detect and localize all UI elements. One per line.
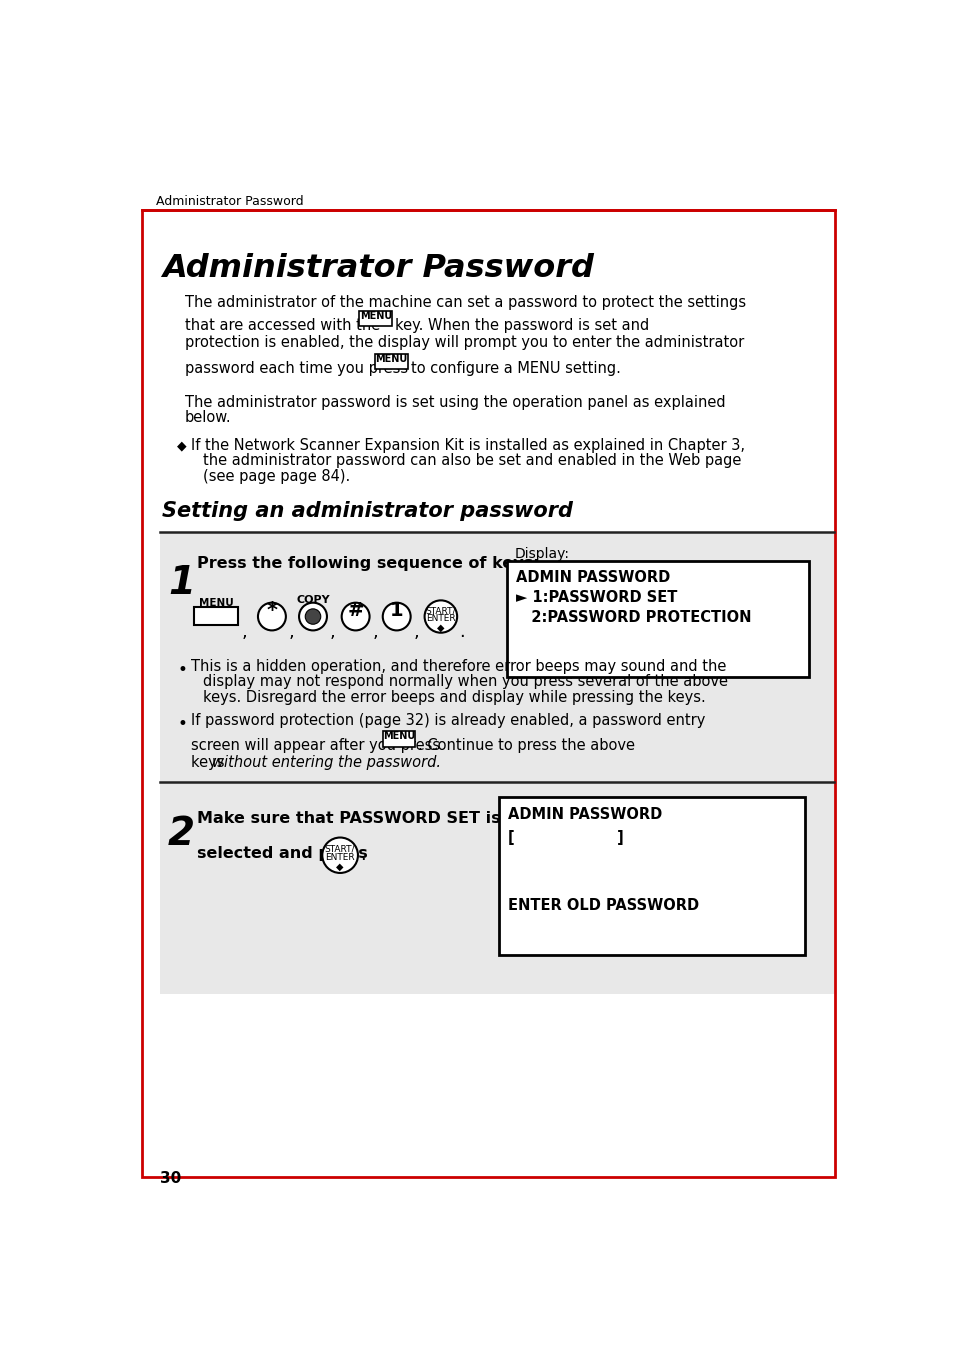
Bar [498, 798, 804, 956]
Text: selected and press: selected and press [196, 846, 367, 861]
Text: protection is enabled, the display will prompt you to enter the administrator: protection is enabled, the display will … [185, 335, 743, 350]
Text: 1: 1 [390, 600, 403, 619]
Text: ◆: ◆ [436, 623, 444, 633]
Text: display may not respond normally when you press several of the above: display may not respond normally when yo… [203, 675, 727, 690]
Text: that are accessed with the: that are accessed with the [185, 318, 380, 333]
Text: MENU: MENU [198, 598, 233, 608]
Text: screen will appear after you press: screen will appear after you press [192, 738, 440, 753]
Text: ► 1:PASSWORD SET: ► 1:PASSWORD SET [516, 591, 677, 606]
Text: •: • [177, 715, 187, 733]
Text: Administrator Password: Administrator Password [155, 195, 303, 208]
Text: ◆: ◆ [177, 439, 187, 453]
Circle shape [341, 603, 369, 630]
Text: 30: 30 [159, 1171, 181, 1186]
Text: ENTER: ENTER [325, 853, 355, 863]
Circle shape [257, 603, 286, 630]
Text: (see page page 84).: (see page page 84). [203, 469, 350, 484]
Text: ADMIN PASSWORD: ADMIN PASSWORD [508, 807, 661, 822]
Text: MENU: MENU [375, 354, 407, 364]
Text: *: * [266, 602, 277, 621]
Text: 1: 1 [168, 564, 194, 602]
Text: START/: START/ [425, 607, 456, 615]
Text: Make sure that PASSWORD SET is: Make sure that PASSWORD SET is [196, 811, 500, 826]
Text: If password protection (page 32) is already enabled, a password entry: If password protection (page 32) is alre… [192, 713, 705, 727]
Text: to configure a MENU setting.: to configure a MENU setting. [410, 361, 619, 376]
Text: ENTER: ENTER [426, 614, 456, 623]
Text: key. When the password is set and: key. When the password is set and [395, 318, 649, 333]
Text: Administrator Password: Administrator Password [162, 253, 593, 284]
Circle shape [382, 603, 410, 630]
Circle shape [424, 600, 456, 633]
Circle shape [298, 603, 327, 630]
Text: ,: , [373, 623, 378, 641]
Text: . Continue to press the above: . Continue to press the above [418, 738, 635, 753]
Text: ,: , [330, 623, 335, 641]
Text: .: . [459, 623, 465, 641]
Bar [375, 354, 407, 369]
Text: without entering the password.: without entering the password. [212, 756, 441, 771]
Text: keys. Disregard the error beeps and display while pressing the keys.: keys. Disregard the error beeps and disp… [203, 690, 705, 704]
Bar [194, 607, 237, 625]
Text: ADMIN PASSWORD: ADMIN PASSWORD [516, 571, 670, 585]
Bar [359, 311, 392, 326]
Text: below.: below. [185, 410, 232, 425]
Text: 2:PASSWORD PROTECTION: 2:PASSWORD PROTECTION [516, 610, 751, 625]
Text: 2: 2 [168, 815, 194, 853]
Text: If the Network Scanner Expansion Kit is installed as explained in Chapter 3,: If the Network Scanner Expansion Kit is … [192, 438, 744, 453]
Text: MENU: MENU [382, 731, 415, 741]
Text: MENU: MENU [359, 311, 392, 320]
Text: the administrator password can also be set and enabled in the Web page: the administrator password can also be s… [203, 453, 740, 468]
Text: COPY: COPY [295, 595, 330, 604]
Circle shape [305, 608, 320, 625]
Text: keys: keys [192, 756, 230, 771]
Text: password each time you press: password each time you press [185, 361, 408, 376]
Bar [159, 531, 833, 994]
Text: This is a hidden operation, and therefore error beeps may sound and the: This is a hidden operation, and therefor… [192, 658, 726, 673]
Text: ,: , [289, 623, 294, 641]
Text: Setting an administrator password: Setting an administrator password [162, 502, 572, 521]
Text: Press the following sequence of keys:: Press the following sequence of keys: [196, 557, 538, 572]
Bar [506, 561, 808, 676]
Text: START/: START/ [325, 845, 355, 853]
Text: ,: , [241, 623, 247, 641]
Text: The administrator password is set using the operation panel as explained: The administrator password is set using … [185, 395, 725, 410]
Bar [382, 731, 415, 746]
Text: #: # [347, 600, 363, 619]
Text: •: • [177, 661, 187, 679]
Text: Display:: Display: [514, 548, 569, 561]
Text: ENTER OLD PASSWORD: ENTER OLD PASSWORD [508, 898, 699, 913]
Text: .: . [360, 846, 366, 864]
Text: ◆: ◆ [336, 863, 343, 872]
Circle shape [322, 837, 357, 873]
Text: ,: , [414, 623, 419, 641]
Text: [                    ]: [ ] [508, 830, 623, 845]
Text: The administrator of the machine can set a password to protect the settings: The administrator of the machine can set… [185, 295, 745, 310]
